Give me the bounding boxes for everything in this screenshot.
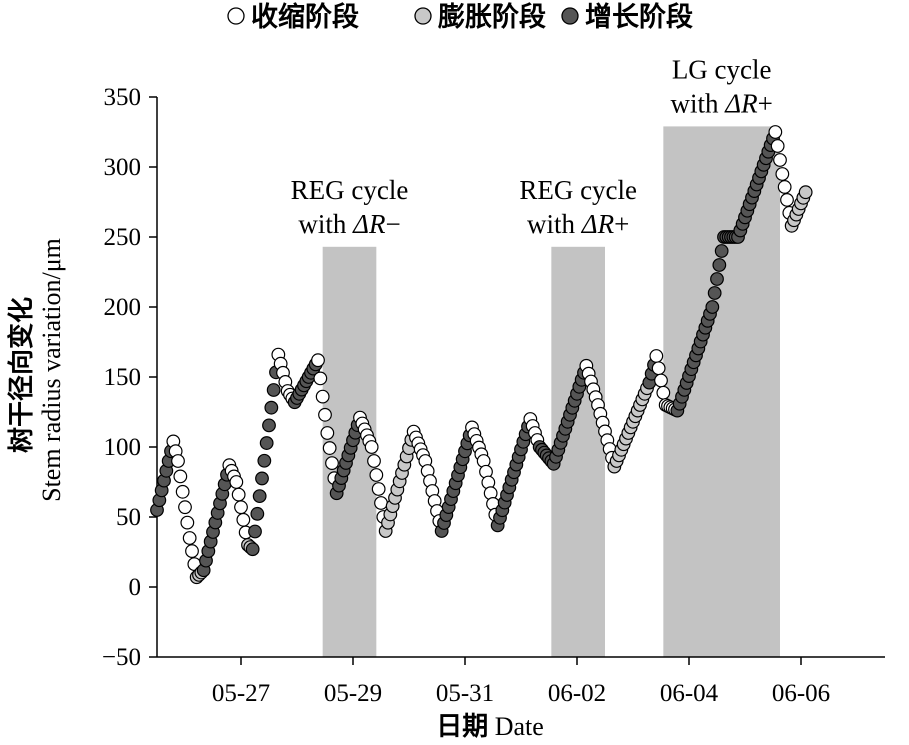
region-label-sign: + <box>758 88 773 118</box>
y-tick-label: −50 <box>102 644 141 671</box>
legend-label: 收缩阶段 <box>251 1 359 33</box>
data-point <box>325 456 339 471</box>
legend-marker <box>561 7 579 25</box>
data-point <box>311 353 325 368</box>
data-point <box>322 441 337 455</box>
data-point <box>367 454 381 468</box>
data-point <box>707 286 722 300</box>
y-ticks: 350 300 250 200 150 100 50 0 −50 <box>102 84 157 671</box>
x-tick-label: 06-06 <box>772 680 830 707</box>
data-point <box>259 436 274 450</box>
x-tick-label: 06-04 <box>660 680 719 707</box>
data-point <box>264 400 279 415</box>
x-ticks: 05-27 05-29 05-31 06-02 06-04 06-06 <box>212 657 830 707</box>
region-label-symbol: ΔR <box>352 209 386 239</box>
data-point <box>229 475 244 489</box>
data-point <box>173 469 188 484</box>
data-point <box>798 185 813 200</box>
legend-label: 增长阶段 <box>585 1 693 33</box>
shaded-regions <box>322 126 780 658</box>
y-axis-title-english: Stem radius variation/μm <box>37 238 66 502</box>
data-point <box>712 258 727 272</box>
x-axis-title: 日期 Date <box>436 712 544 742</box>
y-tick-label: 0 <box>129 574 142 601</box>
region-label-line2: with ΔR+ <box>670 88 772 118</box>
region-label-line1: REG cycle <box>291 175 409 205</box>
data-point <box>180 515 195 530</box>
data-point <box>318 407 332 422</box>
data-point <box>178 500 192 515</box>
region-label-prefix: with <box>298 209 353 239</box>
y-tick-label: 100 <box>104 434 142 461</box>
data-point <box>364 440 379 454</box>
data-point <box>315 389 330 404</box>
region-label-prefix: with <box>527 209 582 239</box>
region-label-sign: − <box>385 209 400 239</box>
data-point <box>710 272 724 286</box>
data-point <box>252 489 267 504</box>
y-tick-label: 50 <box>116 504 141 531</box>
data-point <box>371 482 386 496</box>
data-point <box>775 167 790 181</box>
data-point <box>656 385 671 400</box>
data-point <box>171 454 185 468</box>
x-tick-label: 06-02 <box>548 680 606 707</box>
region-label-sign: + <box>614 209 629 239</box>
data-point <box>320 426 335 440</box>
data-point <box>262 418 276 433</box>
region-label-line2: with ΔR+ <box>527 209 629 239</box>
data-point <box>770 139 785 153</box>
region-label-symbol: ΔR <box>724 88 758 118</box>
data-point <box>185 544 199 558</box>
data-point <box>248 524 262 539</box>
y-tick-label: 300 <box>104 154 142 181</box>
data-point <box>266 383 281 397</box>
data-point <box>182 531 197 545</box>
data-point <box>245 542 260 557</box>
data-point <box>250 506 265 521</box>
data-point <box>777 180 792 194</box>
y-tick-label: 250 <box>104 224 142 251</box>
legend-marker <box>414 7 432 25</box>
y-tick-label: 150 <box>104 364 142 391</box>
data-point <box>175 484 190 499</box>
data-points <box>150 125 813 585</box>
x-axis-title-english: Date <box>495 712 544 741</box>
legend-marker <box>227 7 245 25</box>
region-label-line1: REG cycle <box>519 175 637 205</box>
data-point <box>313 371 328 386</box>
data-point <box>649 349 664 363</box>
data-point <box>257 453 272 468</box>
data-point <box>231 487 246 502</box>
data-point <box>236 512 251 527</box>
data-point <box>714 244 729 258</box>
y-axis-title-chinese: 树干径向变化 <box>6 297 37 453</box>
region-label-line2: with ΔR− <box>298 209 400 239</box>
y-tick-label: 200 <box>104 294 142 321</box>
data-point <box>255 471 269 486</box>
data-point <box>768 125 783 139</box>
region-label-prefix: with <box>670 88 725 118</box>
data-point <box>780 192 794 207</box>
data-point <box>369 468 384 482</box>
x-tick-label: 05-29 <box>324 680 382 707</box>
data-point <box>651 361 666 376</box>
region-label-line1: LG cycle <box>672 54 772 84</box>
x-tick-label: 05-27 <box>212 680 270 707</box>
data-point <box>234 500 248 515</box>
data-point <box>654 373 668 388</box>
data-point <box>374 496 388 510</box>
data-point <box>705 300 720 314</box>
x-axis-title-chinese: 日期 <box>436 712 488 742</box>
legend-label: 膨胀阶段 <box>438 2 546 33</box>
data-point <box>773 153 787 167</box>
legend: 收缩阶段 膨胀阶段 增长阶段 <box>227 1 693 33</box>
y-tick-label: 350 <box>104 84 142 111</box>
region-label-symbol: ΔR <box>581 209 615 239</box>
x-tick-label: 05-31 <box>436 680 494 707</box>
